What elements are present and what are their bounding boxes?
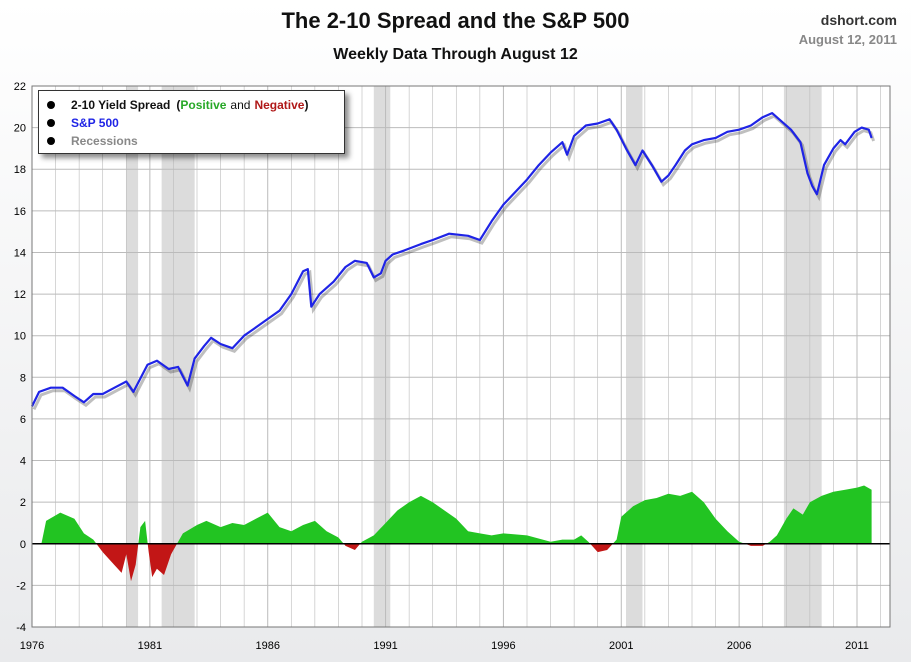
y-tick-label: 20 — [14, 123, 26, 135]
sp500-line — [31, 112, 873, 407]
y-tick-label: -2 — [16, 580, 26, 592]
spread-area-negative — [41, 543, 872, 582]
recession-band-1 — [126, 86, 139, 627]
legend-item-recessions: Recessions — [47, 132, 138, 150]
x-tick-label: 1981 — [138, 640, 162, 652]
source-label: dshort.com — [820, 12, 897, 28]
y-tick-label: 10 — [14, 331, 26, 343]
y-tick-label: 0 — [20, 539, 26, 551]
chart-subtitle: Weekly Data Through August 12 — [333, 46, 578, 63]
y-tick-label: 6 — [20, 414, 26, 426]
legend-paren-open: ( — [176, 98, 181, 112]
recession-band-3 — [373, 86, 391, 627]
date-label: August 12, 2011 — [798, 32, 897, 47]
y-tick-label: 4 — [20, 456, 26, 468]
y-tick-label: 14 — [14, 247, 26, 259]
x-tick-label: 1991 — [373, 640, 397, 652]
x-tick-label: 2001 — [609, 640, 633, 652]
y-tick-label: -4 — [16, 622, 26, 634]
x-tick-label: 1976 — [20, 640, 44, 652]
y-tick-label: 18 — [14, 164, 26, 176]
legend-label-spread: 2-10 Yield Spread — [71, 98, 171, 112]
spread-area-positive — [41, 485, 872, 544]
legend-label-and: and — [230, 98, 251, 112]
legend: 2-10 Yield Spread ( Positive and Negativ… — [38, 90, 345, 154]
x-tick-label: 1986 — [255, 640, 279, 652]
chart-title: The 2-10 Spread and the S&P 500 — [281, 8, 630, 33]
legend-paren-close: ) — [304, 98, 309, 112]
recession-band-5 — [783, 86, 822, 627]
y-tick-label: 22 — [14, 81, 26, 93]
legend-label-recessions: Recessions — [71, 134, 138, 148]
plot-frame — [31, 85, 891, 628]
legend-label-positive: Positive — [180, 98, 227, 112]
legend-item-sp500: S&P 500 — [47, 114, 119, 132]
legend-item-spread: 2-10 Yield Spread ( Positive and Negativ… — [47, 96, 308, 114]
recession-band-4 — [626, 86, 643, 627]
x-tick-label: 1996 — [491, 640, 515, 652]
x-tick-label: 2011 — [845, 640, 869, 652]
legend-marker-spread — [47, 101, 55, 109]
legend-marker-sp500 — [47, 119, 55, 127]
y-tick-label: 2 — [20, 497, 26, 509]
legend-label-negative: Negative — [254, 98, 305, 112]
legend-marker-recessions — [47, 137, 55, 145]
x-tick-label: 2006 — [727, 640, 751, 652]
y-tick-label: 12 — [14, 289, 26, 301]
y-tick-label: 16 — [14, 206, 26, 218]
y-tick-label: 8 — [20, 372, 26, 384]
legend-label-sp500: S&P 500 — [71, 116, 119, 130]
